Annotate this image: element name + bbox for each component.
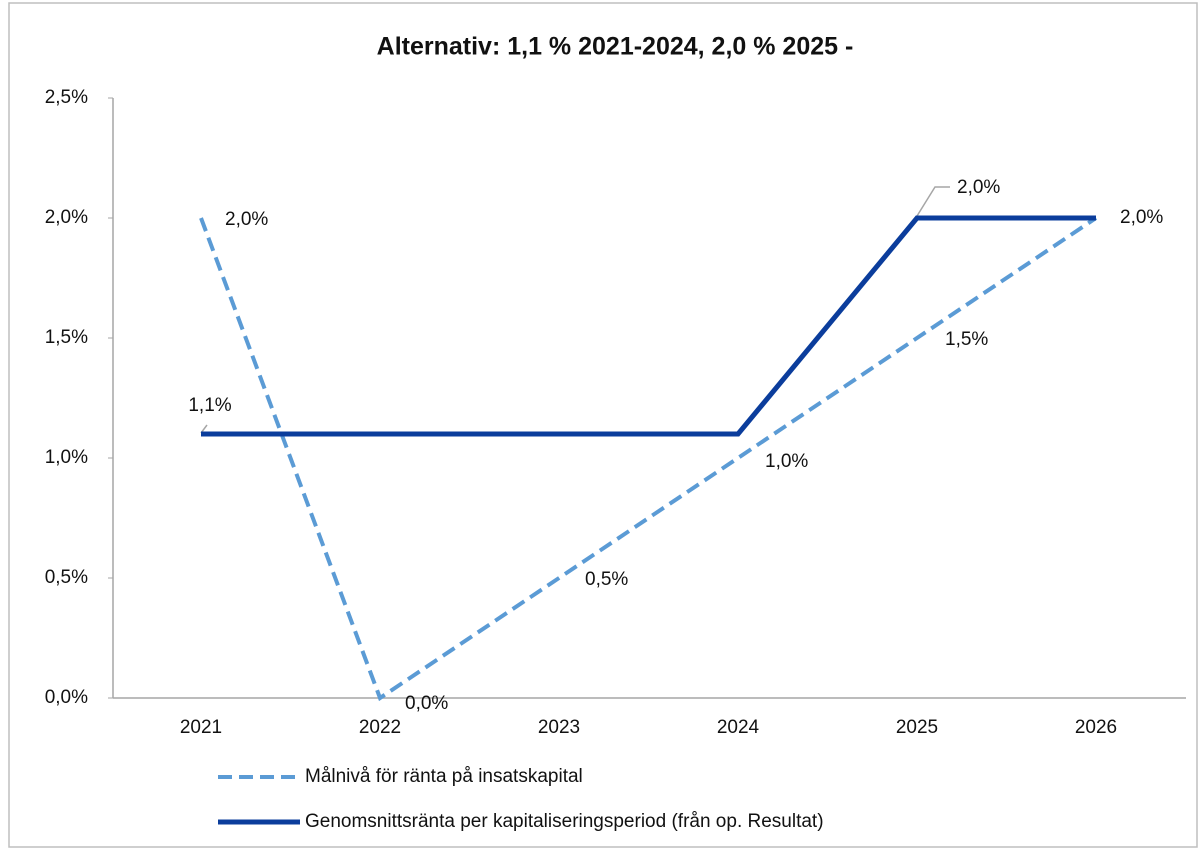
data-label: 2,0% bbox=[225, 209, 268, 230]
data-label: 1,0% bbox=[765, 451, 808, 472]
y-tick-label: 2,5% bbox=[45, 87, 88, 108]
y-tick-label: 2,0% bbox=[45, 207, 88, 228]
data-label: 2,0% bbox=[957, 177, 1000, 198]
legend-label: Målnivå för ränta på insatskapital bbox=[305, 766, 583, 787]
x-tick-label: 2024 bbox=[717, 717, 760, 738]
data-label: 1,1% bbox=[188, 395, 231, 416]
series-line bbox=[199, 216, 1098, 702]
x-tick-label: 2026 bbox=[1075, 717, 1117, 738]
y-tick-label: 1,5% bbox=[45, 327, 88, 348]
data-label: 2,0% bbox=[1120, 207, 1163, 228]
x-tick-label: 2021 bbox=[180, 717, 222, 738]
x-tick-label: 2022 bbox=[359, 717, 401, 738]
series-line bbox=[201, 215, 1096, 437]
y-tick-label: 0,0% bbox=[45, 687, 88, 708]
data-label: 1,5% bbox=[945, 329, 988, 350]
x-tick-label: 2023 bbox=[538, 717, 580, 738]
leader-line bbox=[916, 186, 950, 217]
data-label: 0,0% bbox=[405, 693, 448, 714]
y-tick-label: 1,0% bbox=[45, 447, 88, 468]
chart-title: Alternativ: 1,1 % 2021-2024, 2,0 % 2025 … bbox=[377, 33, 854, 61]
data-label: 0,5% bbox=[585, 569, 628, 590]
legend-label: Genomsnittsränta per kapitaliseringsperi… bbox=[305, 811, 824, 832]
x-tick-label: 2025 bbox=[896, 717, 938, 738]
y-tick-label: 0,5% bbox=[45, 567, 88, 588]
